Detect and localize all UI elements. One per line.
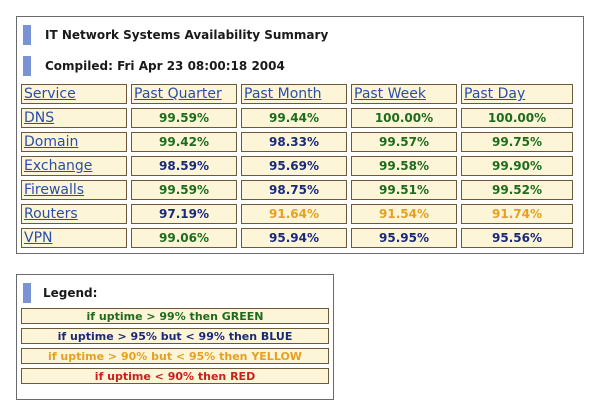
- legend-title: Legend:: [43, 286, 98, 300]
- uptime-cell-past-month: 95.69%: [241, 156, 347, 176]
- compiled-accent-bar: [23, 56, 31, 76]
- uptime-cell-past-quarter: 99.59%: [131, 180, 237, 200]
- uptime-cell-past-quarter: 99.59%: [131, 108, 237, 128]
- uptime-cell-past-day: 99.52%: [461, 180, 573, 200]
- service-link-dns[interactable]: DNS: [21, 108, 127, 128]
- uptime-cell-past-day: 91.74%: [461, 204, 573, 224]
- table-row: Exchange 98.59% 95.69% 99.58% 99.90%: [21, 156, 573, 176]
- uptime-cell-past-quarter: 99.42%: [131, 132, 237, 152]
- table-row: Firewalls 99.59% 98.75% 99.51% 99.52%: [21, 180, 573, 200]
- table-header-row: Service Past Quarter Past Month Past Wee…: [21, 84, 573, 104]
- uptime-cell-past-week: 95.95%: [351, 228, 457, 248]
- uptime-cell-past-month: 91.64%: [241, 204, 347, 224]
- service-link-vpn[interactable]: VPN: [21, 228, 127, 248]
- title-accent-bar: [23, 25, 31, 45]
- table-row: Domain 99.42% 98.33% 99.57% 99.75%: [21, 132, 573, 152]
- uptime-cell-past-week: 100.00%: [351, 108, 457, 128]
- uptime-cell-past-month: 98.33%: [241, 132, 347, 152]
- uptime-cell-past-quarter: 99.06%: [131, 228, 237, 248]
- uptime-cell-past-quarter: 97.19%: [131, 204, 237, 224]
- column-header-past-day[interactable]: Past Day: [461, 84, 573, 104]
- uptime-cell-past-week: 99.58%: [351, 156, 457, 176]
- compiled-timestamp: Compiled: Fri Apr 23 08:00:18 2004: [45, 59, 285, 73]
- uptime-cell-past-day: 99.90%: [461, 156, 573, 176]
- column-header-past-quarter[interactable]: Past Quarter: [131, 84, 237, 104]
- service-link-routers[interactable]: Routers: [21, 204, 127, 224]
- service-link-domain[interactable]: Domain: [21, 132, 127, 152]
- uptime-cell-past-week: 99.51%: [351, 180, 457, 200]
- legend-item-green: if uptime > 99% then GREEN: [21, 308, 329, 324]
- availability-table: Service Past Quarter Past Month Past Wee…: [17, 80, 577, 252]
- legend-panel: Legend: if uptime > 99% then GREEN if up…: [16, 274, 334, 400]
- service-link-firewalls[interactable]: Firewalls: [21, 180, 127, 200]
- legend-item-blue: if uptime > 95% but < 99% then BLUE: [21, 328, 329, 344]
- column-header-past-month[interactable]: Past Month: [241, 84, 347, 104]
- table-row: DNS 99.59% 99.44% 100.00% 100.00%: [21, 108, 573, 128]
- uptime-cell-past-week: 99.57%: [351, 132, 457, 152]
- column-header-service[interactable]: Service: [21, 84, 127, 104]
- uptime-cell-past-month: 98.75%: [241, 180, 347, 200]
- table-row: VPN 99.06% 95.94% 95.95% 95.56%: [21, 228, 573, 248]
- uptime-cell-past-quarter: 98.59%: [131, 156, 237, 176]
- uptime-cell-past-month: 95.94%: [241, 228, 347, 248]
- uptime-cell-past-day: 99.75%: [461, 132, 573, 152]
- legend-item-yellow: if uptime > 90% but < 95% then YELLOW: [21, 348, 329, 364]
- availability-summary-panel: IT Network Systems Availability Summary …: [16, 16, 584, 254]
- uptime-cell-past-month: 99.44%: [241, 108, 347, 128]
- legend-item-red: if uptime < 90% then RED: [21, 368, 329, 384]
- service-link-exchange[interactable]: Exchange: [21, 156, 127, 176]
- summary-title: IT Network Systems Availability Summary: [45, 28, 329, 42]
- legend-accent-bar: [23, 283, 31, 303]
- uptime-cell-past-day: 95.56%: [461, 228, 573, 248]
- compiled-row: Compiled: Fri Apr 23 08:00:18 2004: [21, 54, 579, 78]
- summary-title-row: IT Network Systems Availability Summary: [21, 23, 579, 47]
- uptime-cell-past-week: 91.54%: [351, 204, 457, 224]
- legend-title-row: Legend:: [21, 283, 97, 303]
- uptime-cell-past-day: 100.00%: [461, 108, 573, 128]
- column-header-past-week[interactable]: Past Week: [351, 84, 457, 104]
- table-row: Routers 97.19% 91.64% 91.54% 91.74%: [21, 204, 573, 224]
